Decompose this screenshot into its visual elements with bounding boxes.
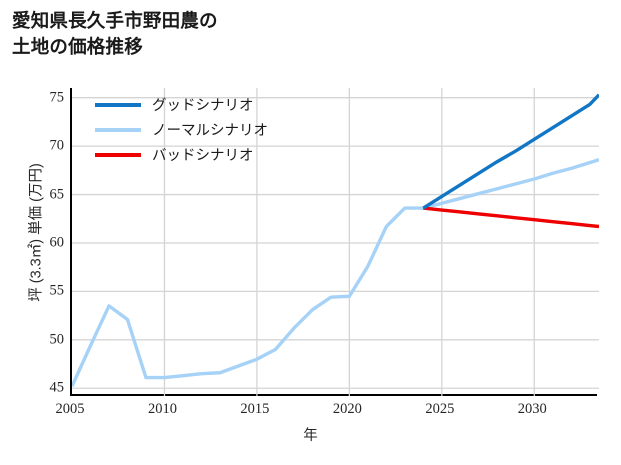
series-line [423, 206, 599, 229]
horizontal-gridlines [72, 97, 599, 389]
legend-swatch-good [95, 102, 141, 107]
legend-label-bad: バッドシナリオ [152, 148, 254, 164]
y-tick-label: 45 [49, 379, 65, 396]
series-line [72, 158, 599, 388]
y-tick-label: 65 [49, 186, 65, 203]
legend-label-good: グッドシナリオ [152, 98, 254, 114]
chart-legend: グッドシナリオ ノーマルシナリオ バッドシナリオ [95, 92, 295, 167]
x-tick-label: 2010 [147, 401, 177, 417]
x-tick-label: 2015 [240, 401, 270, 417]
x-tick-label: 2005 [55, 401, 85, 417]
y-tick-label: 70 [49, 137, 65, 154]
x-axis-ticks: 2005 2010 2015 2020 2025 2030 [0, 401, 621, 425]
legend-label-normal: ノーマルシナリオ [152, 123, 268, 139]
series-lines [72, 93, 599, 388]
plot-area [70, 88, 599, 396]
plot-svg [72, 88, 599, 396]
legend-item-good[interactable]: グッドシナリオ [95, 92, 295, 117]
y-tick-label: 50 [49, 331, 65, 348]
y-tick-label: 55 [49, 282, 65, 299]
chart-title: 愛知県長久手市野田農の 土地の価格推移 [12, 10, 218, 58]
x-axis-title: 年 [303, 428, 318, 444]
y-tick-label: 60 [49, 234, 65, 251]
x-tick-label: 2030 [517, 401, 547, 417]
legend-item-normal[interactable]: ノーマルシナリオ [95, 117, 295, 142]
y-tick-label: 75 [49, 89, 65, 106]
series-line [422, 93, 599, 210]
y-axis-ticks: 45 50 55 60 65 70 75 [20, 0, 65, 465]
legend-swatch-bad [95, 152, 141, 157]
x-tick-label: 2025 [425, 401, 455, 417]
x-tick-label: 2020 [332, 401, 362, 417]
legend-swatch-normal [95, 127, 141, 132]
legend-item-bad[interactable]: バッドシナリオ [95, 142, 295, 167]
